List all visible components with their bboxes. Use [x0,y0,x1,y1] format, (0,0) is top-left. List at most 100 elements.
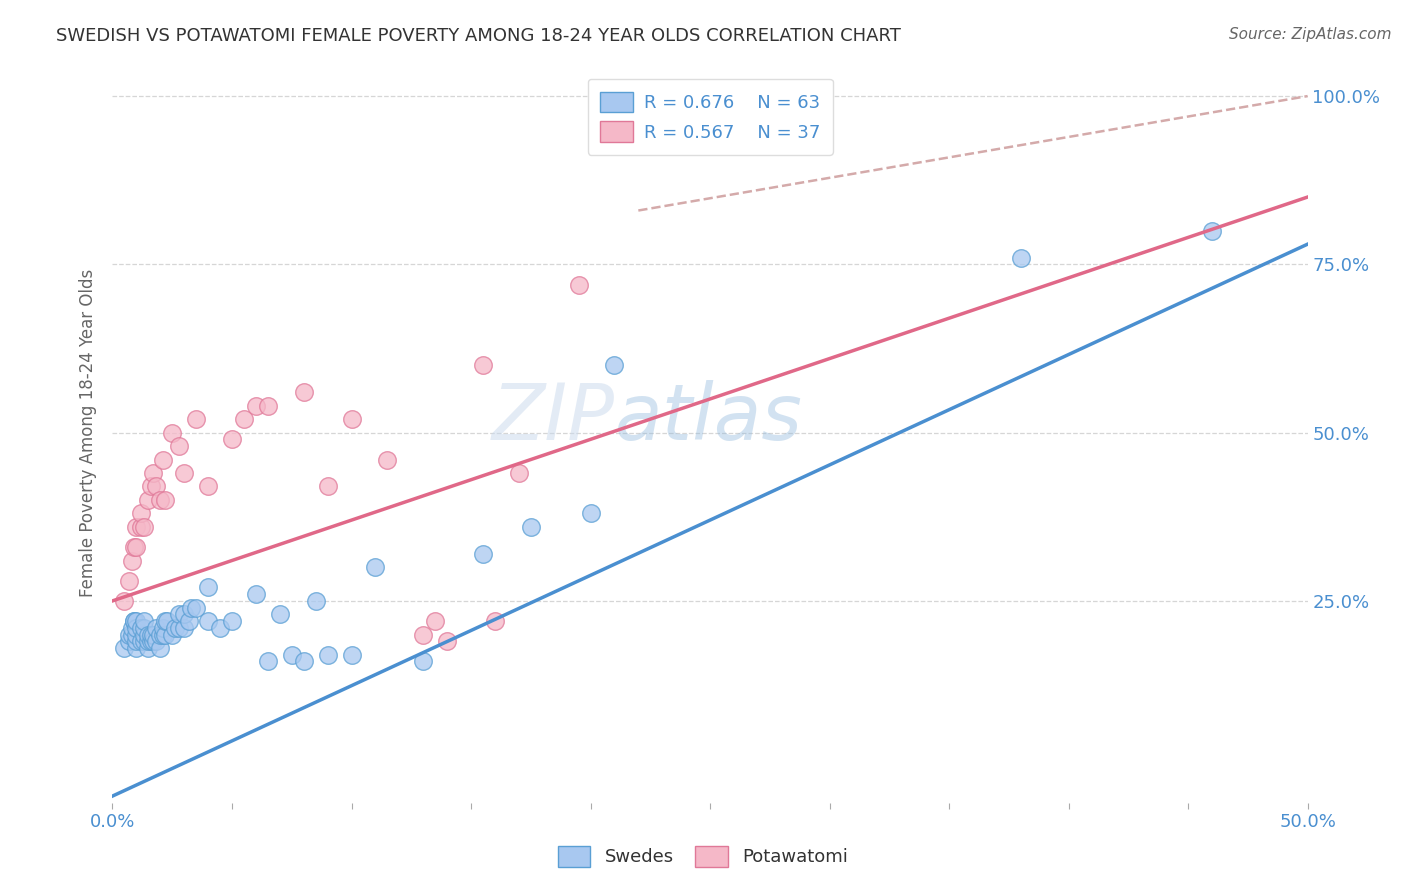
Point [169,439,191,453]
Point [129,507,152,521]
Point [1010,251,1032,265]
Point [169,621,191,635]
Point [173,621,195,635]
Point [145,621,167,635]
Point [149,640,172,655]
Point [129,634,152,648]
Point [121,627,143,641]
Point [305,594,328,608]
Point [169,607,191,622]
Point [145,479,167,493]
Point [122,614,145,628]
Point [340,412,363,426]
Point [153,614,176,628]
Point [436,634,458,648]
Point [197,479,219,493]
Point [132,634,155,648]
Point [412,627,434,641]
Point [269,607,291,622]
Point [129,621,152,635]
Point [292,655,315,669]
Point [316,648,339,662]
Point [699,89,721,103]
Point [568,277,591,292]
Point [245,399,267,413]
Point [149,627,172,641]
Point [152,621,174,635]
Point [340,648,363,662]
Point [142,634,165,648]
Point [209,621,232,635]
Point [221,433,243,447]
Point [138,640,160,655]
Point [114,640,135,655]
Point [142,466,165,480]
Point [125,520,148,534]
Point [122,540,145,554]
Point [132,614,155,628]
Point [257,655,280,669]
Point [122,614,145,628]
Legend: R = 0.676    N = 63, R = 0.567    N = 37: R = 0.676 N = 63, R = 0.567 N = 37 [588,78,832,155]
Point [508,466,530,480]
Point [180,600,202,615]
Point [118,627,141,641]
Point [377,452,399,467]
Text: Source: ZipAtlas.com: Source: ZipAtlas.com [1229,27,1392,42]
Point [153,492,176,507]
Point [125,640,148,655]
Point [149,492,172,507]
Point [139,479,162,493]
Point [139,627,162,641]
Point [177,614,200,628]
Point [520,520,543,534]
Point [221,614,243,628]
Point [132,627,155,641]
Point [138,627,160,641]
Point [125,540,148,554]
Point [142,627,165,641]
Text: SWEDISH VS POTAWATOMI FEMALE POVERTY AMONG 18-24 YEAR OLDS CORRELATION CHART: SWEDISH VS POTAWATOMI FEMALE POVERTY AMO… [56,27,901,45]
Point [484,614,506,628]
Point [603,359,626,373]
Point [173,466,195,480]
Point [292,385,315,400]
Point [197,614,219,628]
Point [163,621,186,635]
Point [138,492,160,507]
Point [281,648,304,662]
Point [257,399,280,413]
Point [162,627,183,641]
Point [125,627,148,641]
Point [579,507,602,521]
Point [145,634,167,648]
Point [118,634,141,648]
Point [162,425,183,440]
Point [139,634,162,648]
Point [364,560,387,574]
Point [412,655,434,669]
Point [245,587,267,601]
Point [125,621,148,635]
Point [186,412,208,426]
Point [425,614,447,628]
Point [472,359,495,373]
Point [132,621,155,635]
Point [121,553,143,567]
Point [173,607,195,622]
Point [1201,224,1223,238]
Point [197,581,219,595]
Point [129,520,152,534]
Point [114,594,135,608]
Point [186,600,208,615]
Text: ZIP: ZIP [492,380,614,456]
Point [138,634,160,648]
Point [125,634,148,648]
Text: atlas: atlas [614,380,803,456]
Point [132,520,155,534]
Legend: Swedes, Potawatomi: Swedes, Potawatomi [551,838,855,874]
Point [316,479,339,493]
Point [472,547,495,561]
Point [121,621,143,635]
Point [118,574,141,588]
